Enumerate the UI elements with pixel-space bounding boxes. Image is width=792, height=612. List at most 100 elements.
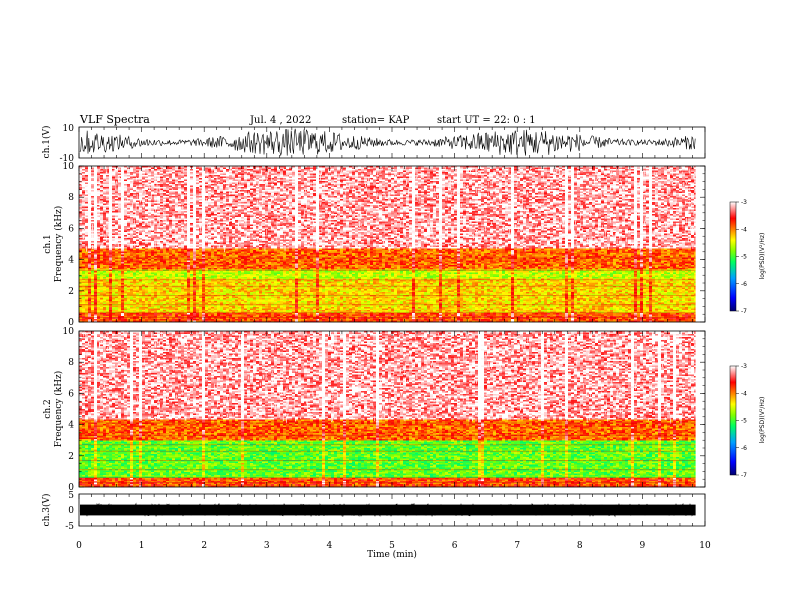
spectrogram-cell — [118, 201, 121, 203]
spectrogram-cell — [148, 267, 151, 269]
spectrogram-cell — [100, 178, 103, 180]
spectrogram-cell — [97, 310, 100, 312]
spectrogram-cell — [148, 195, 151, 197]
start-time-label: start UT = 22: 0 : 1 — [437, 115, 536, 126]
spectrogram-cell — [160, 255, 163, 257]
spectrogram-cell — [118, 291, 121, 293]
spectrogram-cell — [115, 282, 118, 284]
spectrogram-cell — [142, 174, 145, 176]
spectrogram-cell — [145, 247, 148, 249]
spectrogram-cell — [142, 211, 145, 213]
spectrogram-cell — [97, 223, 100, 225]
spectrogram-cell — [118, 204, 121, 206]
spectrogram-cell — [79, 192, 82, 194]
spectrogram-cell — [127, 222, 130, 224]
spectrogram-cell — [121, 277, 124, 279]
spectrogram-cell — [136, 217, 139, 219]
spectrogram-cell — [151, 189, 154, 191]
vlf-figure: VLF Spectra Jul. 4 , 2022 station= KAP s… — [0, 0, 792, 612]
spectrogram-cell — [97, 271, 100, 273]
spectrogram-cell — [82, 207, 85, 209]
spectrogram-cell — [103, 241, 106, 243]
spectrogram-cell — [100, 217, 103, 219]
spectrogram-cell — [109, 207, 112, 209]
spectrogram-cell — [115, 204, 118, 206]
spectrogram-cell — [88, 288, 91, 290]
spectrogram-cell — [109, 213, 112, 215]
spectrogram-cell — [148, 276, 151, 278]
spectrogram-cell — [109, 196, 112, 198]
spectrogram-cell — [97, 208, 100, 210]
spectrogram-cell — [139, 310, 142, 312]
spectrogram-cell — [145, 168, 148, 170]
spectrogram-cell — [157, 235, 160, 237]
spectrogram-cell — [145, 223, 148, 225]
spectrogram-cell — [88, 208, 91, 210]
spectrogram-cell — [133, 282, 136, 284]
spectrogram-cell — [103, 198, 106, 200]
spectrogram-cell — [100, 265, 103, 267]
spectrogram-cell — [85, 282, 88, 284]
spectrogram-cell — [121, 271, 124, 273]
spectrogram-cell — [136, 319, 139, 321]
spectrogram-cell — [91, 273, 94, 275]
spectrogram-cell — [97, 222, 100, 224]
spectrogram-cell — [142, 277, 145, 279]
spectrogram-cell — [130, 271, 133, 273]
spectrogram-cell — [97, 189, 100, 191]
spectrogram-cell — [139, 190, 142, 192]
spectrogram-cell — [154, 220, 157, 222]
spectrogram-cell — [139, 271, 142, 273]
spectrogram-cell — [100, 196, 103, 198]
spectrogram-cell — [133, 307, 136, 309]
spectrogram-cell — [124, 310, 127, 312]
spectrogram-cell — [115, 205, 118, 207]
spectrogram-cell — [130, 283, 133, 285]
spectrogram-cell — [109, 252, 112, 254]
spectrogram-cell — [130, 175, 133, 177]
spectrogram-cell — [97, 264, 100, 266]
spectrogram-cell — [91, 253, 94, 255]
spectrogram-cell — [85, 309, 88, 311]
spectrogram-cell — [142, 237, 145, 239]
spectrogram-cell — [133, 292, 136, 294]
spectrogram-cell — [85, 226, 88, 228]
spectrogram-cell — [127, 255, 130, 257]
spectrogram-cell — [112, 177, 115, 179]
spectrogram-cell — [103, 259, 106, 261]
spectrogram-cell — [112, 273, 115, 275]
spectrogram-cell — [121, 229, 124, 231]
spectrogram-cell — [133, 193, 136, 195]
spectrogram-cell — [157, 238, 160, 240]
spectrogram-cell — [133, 205, 136, 207]
spectrogram-cell — [91, 189, 94, 191]
spectrogram-cell — [160, 259, 163, 261]
spectrogram-cell — [79, 276, 82, 278]
spectrogram-cell — [151, 256, 154, 258]
spectrogram-cell — [151, 253, 154, 255]
spectrogram-cell — [100, 267, 103, 269]
spectrogram-cell — [133, 249, 136, 251]
spectrogram-cell — [124, 175, 127, 177]
spectrogram-cell — [91, 318, 94, 320]
spectrogram-cell — [142, 310, 145, 312]
spectrogram-cell — [97, 190, 100, 192]
spectrogram-cell — [130, 292, 133, 294]
spectrogram-cell — [127, 261, 130, 263]
spectrogram-cell — [94, 310, 97, 312]
spectrogram-cell — [100, 205, 103, 207]
spectrogram-cell — [127, 319, 130, 321]
spectrogram-cell — [154, 319, 157, 321]
spectrogram-cell — [136, 216, 139, 218]
spectrogram-cell — [106, 181, 109, 183]
spectrogram-cell — [145, 175, 148, 177]
spectrogram-cell — [112, 190, 115, 192]
spectrogram-cell — [118, 208, 121, 210]
spectrogram-cell — [130, 216, 133, 218]
spectrogram-cell — [94, 247, 97, 249]
spectrogram-cell — [112, 265, 115, 267]
spectrogram-cell — [82, 178, 85, 180]
spectrogram-cell — [154, 217, 157, 219]
spectrogram-cell — [103, 223, 106, 225]
spectrogram-cell — [121, 265, 124, 267]
